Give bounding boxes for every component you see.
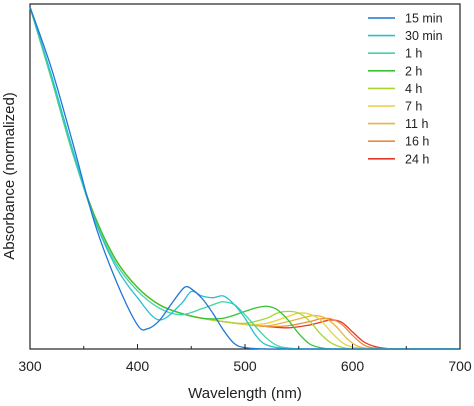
x-tick-label: 400 — [126, 358, 150, 374]
series-layer — [29, 6, 460, 350]
series-line-5 — [29, 6, 460, 350]
series-line-6 — [29, 6, 460, 350]
legend-label-7: 16 h — [405, 135, 429, 149]
series-line-4 — [29, 6, 460, 350]
legend-label-1: 30 min — [405, 29, 443, 43]
legend-label-2: 1 h — [405, 47, 422, 61]
x-tick-label: 500 — [233, 358, 257, 374]
y-axis-title: Absorbance (normalized) — [1, 92, 18, 260]
plot-frame — [29, 3, 461, 350]
series-line-3 — [29, 6, 460, 350]
series-line-1 — [29, 6, 460, 350]
x-tick-label: 700 — [448, 358, 472, 374]
x-tick-label: 600 — [341, 358, 365, 374]
legend-label-0: 15 min — [405, 12, 443, 26]
legend-label-3: 2 h — [405, 64, 422, 78]
legend-label-4: 4 h — [405, 82, 422, 96]
legend-label-6: 11 h — [405, 117, 428, 131]
x-axis-ticks: 300 400 500 600 700 — [18, 344, 472, 374]
x-tick-label: 300 — [18, 358, 42, 374]
legend-label-8: 24 h — [405, 152, 429, 166]
series-line-0 — [29, 6, 460, 350]
series-line-2 — [29, 6, 460, 350]
x-axis-title: Wavelength (nm) — [188, 385, 302, 402]
legend: 15 min 30 min 1 h 2 h 4 h 7 h 11 h 16 h 24 h — [368, 12, 443, 166]
series-line-8 — [29, 6, 460, 350]
series-line-7 — [29, 6, 460, 350]
legend-label-5: 7 h — [405, 100, 422, 114]
